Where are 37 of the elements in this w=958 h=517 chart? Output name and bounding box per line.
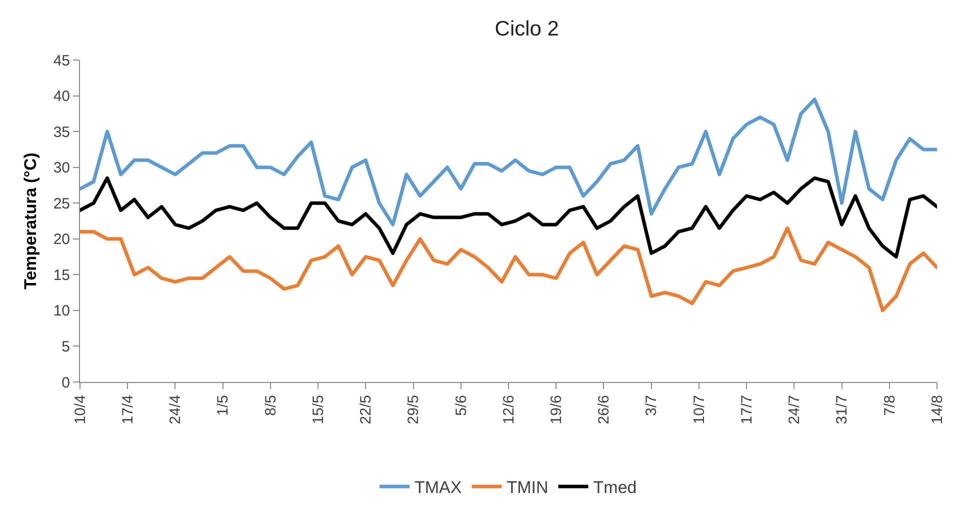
x-tick-label: 10/4 [72,395,89,424]
x-tick-label: 14/8 [928,395,946,424]
x-tick-label: 24/7 [786,395,804,424]
x-tick-label: 22/5 [358,395,375,424]
y-tick-label: 40 [53,88,70,106]
legend-label: TMIN [506,478,548,498]
y-tick-label: 20 [53,231,70,248]
line-series [80,226,937,312]
y-tick-label: 30 [53,160,70,177]
x-tick-label: 12/6 [500,395,518,424]
x-tick-label: 10/7 [690,395,708,424]
x-tick-label: 17/4 [119,395,136,424]
line-series [80,176,937,259]
x-tick-label: 8/5 [262,395,280,416]
x-tick-label: 5/6 [452,395,470,416]
x-tick-label: 24/4 [167,395,184,424]
x-tick-label: 31/7 [834,395,851,424]
y-tick-label: 45 [53,52,70,70]
legend-label: TMAX [414,478,462,498]
y-tick-label: 0 [62,374,70,392]
legend-label: Tmed [593,478,637,498]
x-tick-label: 17/7 [738,395,756,424]
x-tick-label: 29/5 [405,395,422,424]
x-tick-label: 3/7 [643,395,660,416]
x-tick-label: 1/5 [214,395,232,416]
y-tick-label: 15 [53,266,70,284]
x-tick-label: 15/5 [310,395,327,424]
y-tick-label: 25 [53,195,70,212]
y-tick-label: 10 [53,302,70,320]
x-tick-label: 19/6 [548,395,565,424]
y-axis-title: Temperatura (°C) [21,152,40,290]
y-tick-label: 5 [62,338,70,356]
x-tick-label: 26/6 [596,395,613,424]
line-series [80,98,937,226]
chart-title: Ciclo 2 [494,17,559,40]
y-tick-label: 35 [53,124,70,141]
x-tick-label: 7/8 [881,395,898,416]
